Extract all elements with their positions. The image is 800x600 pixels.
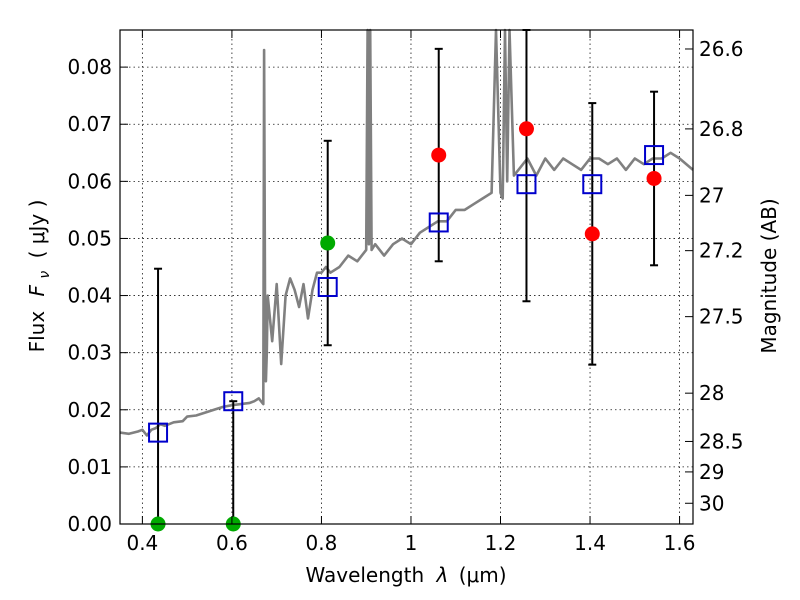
observed-point xyxy=(646,170,662,186)
y-axis-title-unit: ( μJy ) xyxy=(25,200,49,259)
y2-tick-label: 28.5 xyxy=(699,429,744,453)
y-tick-label: 0.03 xyxy=(67,341,112,365)
grid-lines xyxy=(120,30,693,524)
y2-tick-label: 26.8 xyxy=(699,117,744,141)
y2-tick-label: 26.6 xyxy=(699,37,744,61)
model-flux-square xyxy=(428,212,449,233)
x-tick-label: 0.4 xyxy=(126,531,158,555)
model-flux-square xyxy=(223,391,244,412)
y2-tick-label: 27.5 xyxy=(699,305,744,329)
y-tick-label: 0.06 xyxy=(67,169,112,193)
y-tick-label: 0.01 xyxy=(67,455,112,479)
model-spectrum-layer xyxy=(119,28,694,437)
observed-point xyxy=(584,226,600,242)
plot-frame xyxy=(119,29,694,525)
y-tick-label: 0.08 xyxy=(67,55,112,79)
x-tick-label: 0.6 xyxy=(216,531,248,555)
y-tick-label: 0.02 xyxy=(67,398,112,422)
y-tick-label: 0.05 xyxy=(67,226,112,250)
y-tick-label: 0.04 xyxy=(67,284,112,308)
y2-tick-label: 29 xyxy=(699,460,724,484)
y2-tick-label: 27 xyxy=(699,183,724,207)
x-axis-title: Wavelength λ (μm) xyxy=(305,563,506,587)
x-axis-title-prefix: Wavelength xyxy=(305,563,424,587)
x-axis-title-unit: (μm) xyxy=(459,563,507,587)
model-flux-square xyxy=(644,145,665,166)
ticks-layer: 0.4 0.6 0.8 1 1.2 1.4 1.6 0.00 0.01 0.02 0.03 0.04 0… xyxy=(67,30,744,555)
y2-tick-label: 27.2 xyxy=(699,239,744,263)
y-axis-title-subscript: ν xyxy=(37,271,53,279)
y-tick-label: 0.00 xyxy=(67,512,112,536)
observed-point xyxy=(431,147,447,163)
y-axis-title-prefix: Flux xyxy=(25,311,49,353)
y2-axis-title: Magnitude (AB) xyxy=(757,198,781,353)
model-flux-square xyxy=(516,174,537,195)
y2-tick-label: 30 xyxy=(699,491,724,515)
model-flux-square xyxy=(317,276,338,297)
model-flux-square xyxy=(582,174,603,195)
observed-point xyxy=(518,121,534,137)
y2-tick-label: 28 xyxy=(699,381,724,405)
x-tick-label: 1 xyxy=(405,531,418,555)
y-axis-title-symbol: F xyxy=(25,284,49,296)
x-tick-label: 1.2 xyxy=(485,531,517,555)
model-flux-square xyxy=(148,422,169,443)
errorbars-layer xyxy=(154,29,659,525)
y-axis-title: Flux F ν ( μJy ) xyxy=(25,200,54,353)
model-spectrum-line xyxy=(119,28,694,437)
upper-limit-point xyxy=(320,235,336,251)
markers-layer xyxy=(148,121,665,532)
x-tick-label: 1.6 xyxy=(664,531,696,555)
x-axis-title-symbol: λ xyxy=(436,563,449,587)
x-tick-label: 0.8 xyxy=(306,531,338,555)
x-tick-label: 1.4 xyxy=(574,531,606,555)
y-tick-label: 0.07 xyxy=(67,112,112,136)
